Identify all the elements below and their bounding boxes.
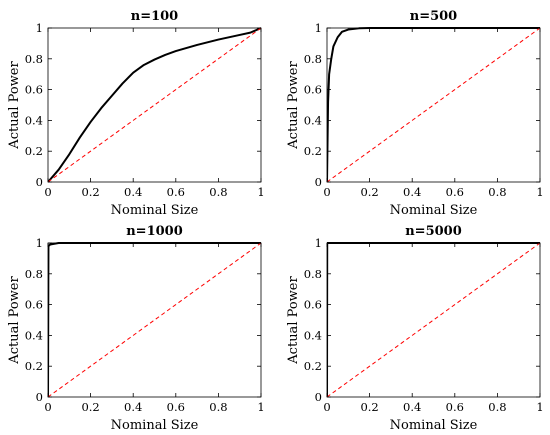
- x-axis-label: Nominal Size: [111, 203, 199, 218]
- y-tick-label: 1: [315, 21, 322, 35]
- x-tick-label: 0.6: [167, 400, 185, 414]
- y-tick-label: 0.2: [25, 359, 43, 373]
- y-tick-label: 0.8: [25, 267, 43, 281]
- x-tick-label: 1: [536, 400, 543, 414]
- reference-diagonal-line: [327, 242, 540, 398]
- x-axis-label: Nominal Size: [390, 203, 478, 218]
- x-tick-label: 0.6: [446, 400, 464, 414]
- x-tick-label: 0: [323, 400, 330, 414]
- y-axis-label: Actual Power: [7, 61, 22, 150]
- y-tick-label: 0: [315, 175, 322, 189]
- panel-title: n=100: [131, 9, 178, 24]
- x-tick-label: 1: [257, 400, 264, 414]
- panel-2: 0 0.2 0.4 0.6 0.8 1 0 0.2 0.4 0.6 0.8 1 n=500 Nominal…: [286, 9, 544, 218]
- power-curve-line: [48, 242, 261, 398]
- x-tick-label: 0.8: [209, 185, 227, 199]
- y-tick-label: 0.8: [304, 52, 322, 66]
- x-tick-label: 1: [257, 185, 264, 199]
- x-tick-label: 0.4: [403, 185, 421, 199]
- x-tick-label: 1: [536, 185, 543, 199]
- panel-3: 0 0.2 0.4 0.6 0.8 1 0 0.2 0.4 0.6 0.8 1 n=1000 Nomina…: [7, 224, 265, 433]
- y-tick-label: 0.4: [25, 113, 43, 127]
- y-tick-label: 0.6: [304, 83, 322, 97]
- y-axis-label: Actual Power: [7, 276, 22, 365]
- x-axis-label: Nominal Size: [111, 418, 199, 433]
- x-tick-label: 0.4: [403, 400, 421, 414]
- y-tick-label: 0.8: [25, 52, 43, 66]
- power-curve-line: [48, 27, 261, 183]
- y-axis-label: Actual Power: [286, 61, 301, 150]
- x-tick-label: 0.4: [124, 400, 142, 414]
- x-tick-label: 0: [323, 185, 330, 199]
- y-tick-label: 0.6: [304, 298, 322, 312]
- y-tick-label: 0.6: [25, 83, 43, 97]
- y-axis-label: Actual Power: [286, 276, 301, 365]
- x-tick-label: 0: [44, 400, 51, 414]
- y-tick-label: 1: [36, 21, 43, 35]
- y-tick-label: 0.2: [304, 359, 322, 373]
- x-tick-label: 0.4: [124, 185, 142, 199]
- plot-frame: [326, 242, 541, 398]
- panel-title: n=5000: [405, 224, 462, 239]
- x-tick-label: 0: [44, 185, 51, 199]
- x-tick-label: 0.8: [488, 185, 506, 199]
- x-tick-label: 0.2: [360, 185, 378, 199]
- y-tick-label: 0: [36, 175, 43, 189]
- power-curve-line: [327, 27, 540, 183]
- reference-diagonal-line: [48, 27, 261, 183]
- y-tick-label: 0.8: [304, 267, 322, 281]
- panel-4: 0 0.2 0.4 0.6 0.8 1 0 0.2 0.4 0.6 0.8 1 n=5000 Nomina…: [286, 224, 544, 433]
- power-curve-line: [327, 242, 540, 398]
- y-tick-label: 1: [36, 236, 43, 250]
- panel-title: n=1000: [126, 224, 183, 239]
- plot-frame: [326, 27, 541, 183]
- plot-frame: [47, 242, 262, 398]
- y-tick-label: 0.4: [25, 328, 43, 342]
- x-tick-label: 0.2: [360, 400, 378, 414]
- x-tick-label: 0.6: [167, 185, 185, 199]
- y-tick-label: 0.6: [25, 298, 43, 312]
- reference-diagonal-line: [327, 27, 540, 183]
- x-tick-label: 0.6: [446, 185, 464, 199]
- x-tick-label: 0.8: [488, 400, 506, 414]
- x-tick-label: 0.2: [81, 185, 99, 199]
- y-tick-label: 0.2: [304, 144, 322, 158]
- y-tick-label: 0.4: [304, 113, 322, 127]
- panel-1: 0 0.2 0.4 0.6 0.8 1 0 0.2 0.4 0.6 0.8 1 n=100 Nominal…: [7, 9, 265, 218]
- y-tick-label: 1: [315, 236, 322, 250]
- reference-diagonal-line: [48, 242, 261, 398]
- y-tick-label: 0: [315, 390, 322, 404]
- x-tick-label: 0.8: [209, 400, 227, 414]
- x-axis-label: Nominal Size: [390, 418, 478, 433]
- y-tick-label: 0.2: [25, 144, 43, 158]
- y-tick-label: 0.4: [304, 328, 322, 342]
- plot-frame: [47, 27, 262, 183]
- y-tick-label: 0: [36, 390, 43, 404]
- x-tick-label: 0.2: [81, 400, 99, 414]
- panel-title: n=500: [410, 9, 457, 24]
